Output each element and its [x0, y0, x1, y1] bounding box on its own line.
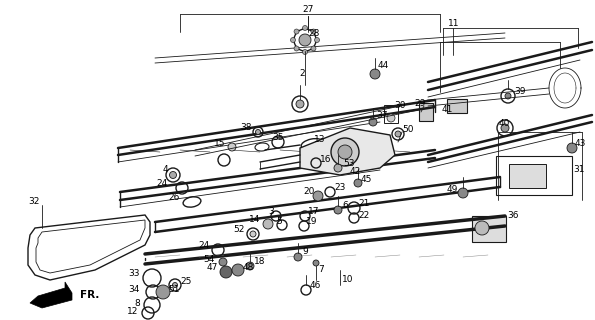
- Circle shape: [173, 283, 177, 287]
- Text: 20: 20: [303, 187, 315, 196]
- Text: 45: 45: [361, 174, 372, 183]
- Text: 18: 18: [254, 258, 265, 267]
- Circle shape: [334, 206, 342, 214]
- Text: 37: 37: [376, 110, 387, 119]
- Circle shape: [263, 219, 273, 229]
- Circle shape: [311, 46, 316, 51]
- Circle shape: [458, 188, 468, 198]
- Circle shape: [501, 124, 509, 132]
- Text: 42: 42: [350, 167, 361, 177]
- Circle shape: [313, 260, 319, 266]
- Polygon shape: [30, 282, 72, 308]
- Text: 21: 21: [358, 199, 369, 209]
- Text: 47: 47: [206, 263, 218, 273]
- Text: 39: 39: [514, 86, 525, 95]
- Text: 4: 4: [162, 165, 168, 174]
- FancyBboxPatch shape: [419, 103, 433, 121]
- Text: 16: 16: [320, 156, 331, 164]
- Text: 10: 10: [342, 276, 353, 284]
- Text: 33: 33: [129, 269, 140, 278]
- Text: 22: 22: [358, 211, 369, 220]
- Circle shape: [294, 46, 299, 51]
- Text: 46: 46: [310, 282, 321, 291]
- Text: 3: 3: [268, 206, 274, 215]
- Circle shape: [313, 191, 323, 201]
- Circle shape: [338, 145, 352, 159]
- Circle shape: [255, 130, 261, 134]
- Text: 6: 6: [342, 202, 347, 211]
- Text: 17: 17: [308, 207, 320, 217]
- Circle shape: [228, 143, 236, 151]
- Circle shape: [156, 285, 170, 299]
- Circle shape: [567, 143, 577, 153]
- Text: 32: 32: [28, 197, 39, 206]
- Circle shape: [315, 37, 320, 43]
- Text: 43: 43: [575, 140, 587, 148]
- Text: 5: 5: [276, 217, 282, 226]
- Text: 53: 53: [343, 159, 355, 169]
- Text: 14: 14: [249, 215, 260, 225]
- Text: 31: 31: [573, 165, 584, 174]
- Polygon shape: [300, 128, 395, 175]
- Text: 28: 28: [308, 29, 320, 38]
- FancyBboxPatch shape: [447, 99, 467, 113]
- Circle shape: [334, 164, 342, 172]
- Circle shape: [370, 69, 380, 79]
- Text: 11: 11: [448, 20, 459, 28]
- Circle shape: [369, 118, 377, 126]
- Text: 9: 9: [302, 247, 308, 257]
- Text: 7: 7: [318, 265, 324, 274]
- Text: 24: 24: [156, 180, 168, 188]
- Text: 26: 26: [168, 194, 180, 203]
- Circle shape: [232, 264, 244, 276]
- Circle shape: [219, 258, 227, 266]
- Text: 40: 40: [499, 119, 510, 129]
- Circle shape: [250, 231, 256, 237]
- Text: 24: 24: [199, 242, 210, 251]
- Circle shape: [299, 34, 311, 46]
- Text: 12: 12: [127, 308, 138, 316]
- Text: 52: 52: [234, 226, 245, 235]
- Text: 19: 19: [306, 218, 318, 227]
- Text: 41: 41: [442, 105, 453, 114]
- Text: 8: 8: [134, 299, 140, 308]
- Circle shape: [220, 266, 232, 278]
- Circle shape: [354, 179, 362, 187]
- Circle shape: [246, 262, 254, 270]
- Circle shape: [331, 138, 359, 166]
- Text: 13: 13: [314, 135, 325, 145]
- Text: 2: 2: [299, 68, 305, 77]
- Text: FR.: FR.: [80, 290, 99, 300]
- Text: 30: 30: [394, 100, 406, 109]
- Circle shape: [505, 93, 511, 99]
- FancyBboxPatch shape: [472, 216, 506, 242]
- Circle shape: [294, 253, 302, 261]
- Circle shape: [302, 26, 308, 30]
- Text: 38: 38: [240, 124, 252, 132]
- Text: 29: 29: [415, 100, 426, 108]
- Text: 34: 34: [129, 284, 140, 293]
- Circle shape: [294, 29, 299, 34]
- Circle shape: [302, 50, 308, 54]
- Text: 27: 27: [302, 5, 314, 14]
- Text: 23: 23: [334, 183, 345, 193]
- Circle shape: [387, 114, 395, 122]
- Circle shape: [475, 221, 489, 235]
- Text: 49: 49: [447, 186, 458, 195]
- Text: 36: 36: [507, 211, 518, 220]
- Text: 51: 51: [168, 284, 180, 293]
- Text: 15: 15: [214, 139, 225, 148]
- Circle shape: [296, 100, 304, 108]
- Text: 35: 35: [272, 133, 283, 142]
- Text: 54: 54: [203, 254, 215, 263]
- Text: 25: 25: [180, 277, 192, 286]
- Text: 48: 48: [243, 262, 255, 271]
- Circle shape: [170, 172, 177, 179]
- FancyBboxPatch shape: [509, 164, 546, 188]
- Text: 50: 50: [402, 125, 414, 134]
- Text: 44: 44: [378, 61, 389, 70]
- Circle shape: [311, 29, 316, 34]
- Circle shape: [290, 37, 296, 43]
- Circle shape: [395, 131, 401, 137]
